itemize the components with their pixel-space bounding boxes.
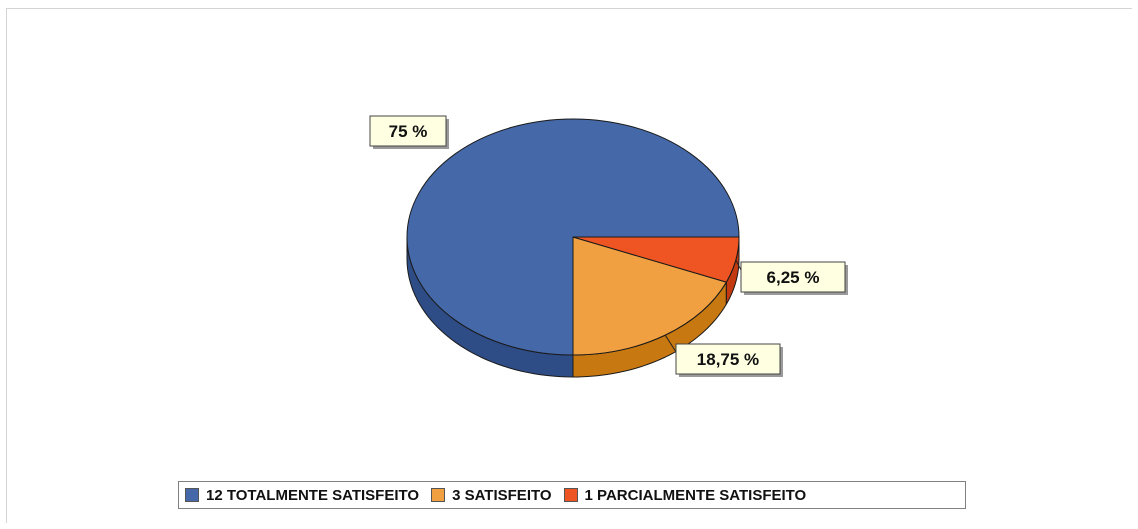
legend-label: 3 SATISFEITO (452, 486, 552, 504)
legend-item-parcialmente-satisfeito: 1 PARCIALMENTE SATISFEITO (563, 486, 807, 504)
leader-line (735, 259, 742, 271)
data-label-text: 75 % (389, 122, 428, 141)
pie-slice-2 (572, 236, 740, 283)
legend-label: 12 TOTALMENTE SATISFEITO (206, 486, 420, 504)
data-label-2: 6,25 % (740, 261, 848, 295)
legend: 12 TOTALMENTE SATISFEITO 3 SATISFEITO 1 … (178, 481, 966, 509)
pie-slices (406, 118, 740, 356)
legend-item-satisfeito: 3 SATISFEITO (431, 486, 552, 504)
data-label-box (675, 343, 781, 375)
data-label-box (369, 115, 447, 147)
pie-slice-0 (406, 118, 740, 356)
data-labels: 75 % 18,75 % 6,25 % (369, 115, 848, 377)
legend-swatch (431, 488, 446, 502)
data-label-box (740, 261, 846, 293)
chart-frame (6, 8, 1132, 523)
legend-item-totalmente-satisfeito: 12 TOTALMENTE SATISFEITO (185, 487, 419, 504)
leader-line (664, 334, 677, 353)
pie-slice-1 (572, 236, 727, 356)
data-label-0: 75 % (369, 115, 449, 149)
data-label-1: 18,75 % (675, 343, 783, 377)
legend-swatch (185, 488, 199, 502)
data-label-text: 6,25 % (767, 268, 820, 287)
legend-label: 1 PARCIALMENTE SATISFEITO (584, 486, 807, 504)
legend-swatch (563, 488, 578, 502)
data-label-text: 18,75 % (697, 350, 759, 369)
